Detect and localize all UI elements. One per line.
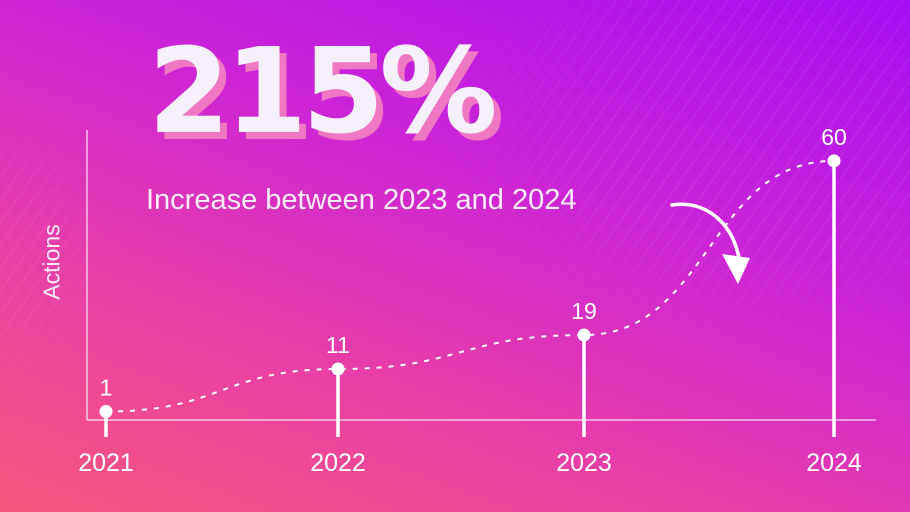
x-tick-label-2024: 2024 — [806, 449, 862, 477]
data-point-2021 — [99, 405, 113, 419]
x-tick-label-2022: 2022 — [310, 449, 366, 477]
y-axis-label: Actions — [38, 224, 65, 300]
x-tick-label-2023: 2023 — [556, 449, 612, 477]
data-label-2024: 60 — [821, 124, 847, 150]
headline-caption: Increase between 2023 and 2024 — [146, 184, 577, 216]
trend-line — [105, 159, 835, 413]
data-point-2023 — [577, 328, 591, 342]
x-tick-label-2021: 2021 — [78, 449, 134, 477]
headline-percentage: 215% — [148, 22, 498, 160]
data-label-2021: 1 — [100, 375, 113, 401]
data-label-2022: 11 — [326, 332, 350, 358]
data-point-2024 — [827, 154, 841, 168]
data-label-2023: 19 — [571, 298, 597, 324]
callout-arrowhead — [722, 254, 750, 284]
data-point-2022 — [331, 362, 345, 376]
callout-arrow — [670, 202, 741, 260]
